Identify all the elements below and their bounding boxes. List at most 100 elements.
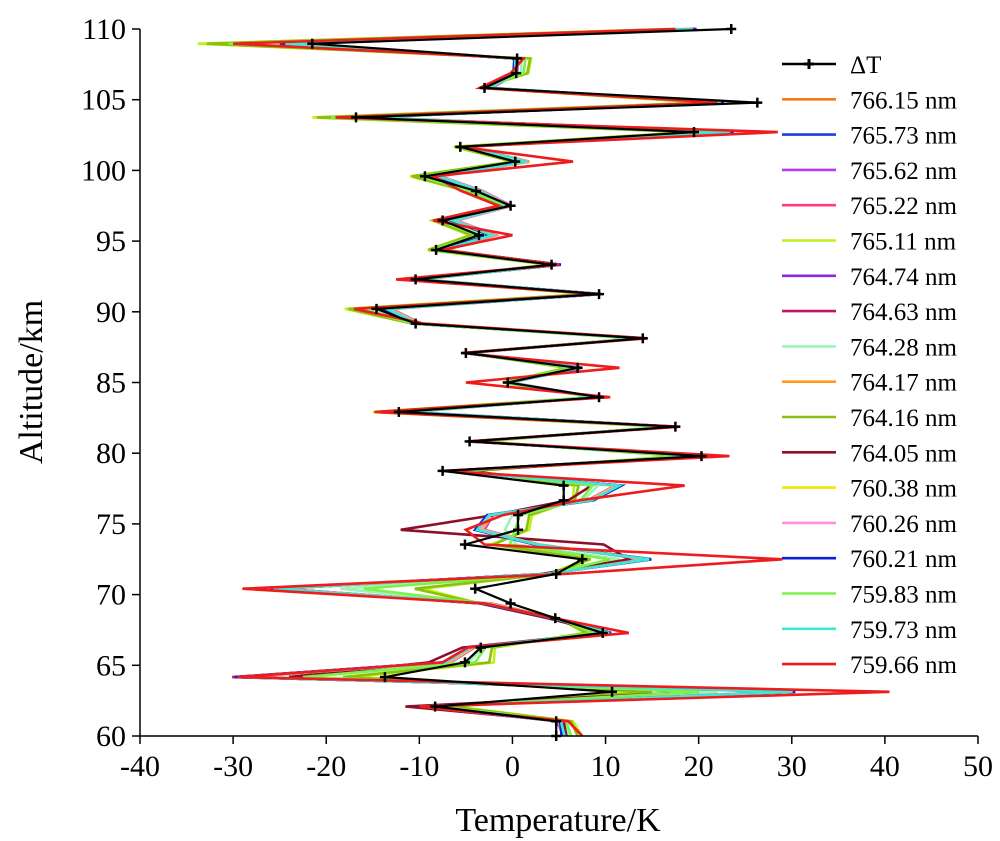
legend-label: 764.16 nm <box>850 405 958 432</box>
delta-t-marker <box>597 627 608 638</box>
y-tick-label: 100 <box>81 154 126 187</box>
legend-item: 759.66 nm <box>782 652 958 679</box>
delta-t-marker <box>419 171 430 182</box>
legend-label: 765.73 nm <box>850 123 958 150</box>
x-tick-label: 10 <box>591 750 621 783</box>
legend-item: 759.83 nm <box>782 582 958 609</box>
legend-label: 765.11 nm <box>850 229 957 256</box>
legend-label: 764.74 nm <box>850 264 958 291</box>
delta-t-marker <box>696 451 707 462</box>
series-layer <box>197 24 890 741</box>
y-tick-label: 90 <box>96 296 126 329</box>
delta-t-marker <box>512 53 523 64</box>
y-tick-label: 60 <box>96 720 126 753</box>
x-tick-label: 0 <box>505 750 520 783</box>
legend-item: 764.63 nm <box>782 299 958 326</box>
legend-label: 765.62 nm <box>850 158 958 185</box>
x-tick-label: 30 <box>777 750 807 783</box>
delta-t-marker <box>470 583 481 594</box>
delta-t-marker <box>551 716 562 727</box>
delta-t-marker <box>505 598 516 609</box>
delta-t-marker <box>307 38 318 49</box>
legend-item: 764.05 nm <box>782 440 958 467</box>
legend-item: 764.28 nm <box>782 334 958 361</box>
legend-item: 765.73 nm <box>782 123 958 150</box>
delta-t-marker <box>726 24 737 34</box>
delta-t-marker <box>546 259 557 270</box>
x-tick-label: 40 <box>870 750 900 783</box>
delta-t-marker <box>351 112 362 123</box>
y-tick-label: 70 <box>96 579 126 612</box>
delta-t-marker <box>513 524 524 535</box>
legend-label: 759.83 nm <box>850 582 958 609</box>
delta-t-marker <box>505 200 516 211</box>
legend-item: 759.73 nm <box>782 617 958 644</box>
legend-label: 764.17 nm <box>850 370 958 397</box>
delta-t-marker <box>558 495 569 506</box>
y-tick-label: 105 <box>81 84 126 117</box>
x-tick-label: 20 <box>684 750 714 783</box>
x-tick-label: 50 <box>963 750 993 783</box>
delta-t-marker <box>437 465 448 476</box>
x-tick-label: -10 <box>399 750 439 783</box>
legend-item: 766.15 nm <box>782 87 958 114</box>
legend-label: 765.22 nm <box>850 193 958 220</box>
delta-t-marker <box>437 215 448 226</box>
legend-label: 760.38 nm <box>850 476 958 503</box>
delta-t-marker <box>473 230 484 241</box>
delta-t-marker <box>410 274 421 285</box>
legend-label: 759.73 nm <box>850 617 958 644</box>
y-tick-label: 85 <box>96 367 126 400</box>
delta-t-marker <box>577 554 588 565</box>
delta-t-marker <box>607 686 618 697</box>
delta-t-marker <box>455 141 466 152</box>
delta-t-marker <box>460 348 471 359</box>
delta-t-marker <box>479 82 490 93</box>
y-axis-title: Altitude/km <box>13 300 50 464</box>
x-tick-label: -20 <box>306 750 346 783</box>
legend-item: 760.38 nm <box>782 476 958 503</box>
delta-t-marker <box>459 539 470 550</box>
legend-label: 764.28 nm <box>850 334 958 361</box>
y-tick-label: 95 <box>96 225 126 258</box>
y-tick-label: 110 <box>82 13 126 46</box>
delta-t-marker <box>670 421 681 432</box>
delta-t-marker <box>689 127 700 138</box>
delta-t-marker <box>371 303 382 314</box>
legend-label: 766.15 nm <box>850 87 958 114</box>
delta-t-marker <box>475 642 486 653</box>
legend-item: 764.17 nm <box>782 370 958 397</box>
legend-label: 760.26 nm <box>850 511 958 538</box>
x-tick-label: -40 <box>120 750 160 783</box>
delta-t-marker <box>572 362 583 373</box>
legend-item: 760.21 nm <box>782 546 958 573</box>
x-tick-label: -30 <box>213 750 253 783</box>
legend-label: 764.63 nm <box>850 299 958 326</box>
delta-t-marker <box>379 672 390 683</box>
legend-label: 764.05 nm <box>850 440 958 467</box>
legend-label: ΔT <box>850 52 881 79</box>
delta-t-marker <box>550 613 561 624</box>
legend-item: 765.22 nm <box>782 193 958 220</box>
delta-t-marker <box>502 377 513 388</box>
y-tick-label: 65 <box>96 649 126 682</box>
legend: ΔT 766.15 nm 765.73 nm 765.62 nm 765.22 nm 76… <box>782 52 958 679</box>
delta-t-marker <box>752 97 763 108</box>
delta-t-marker <box>513 510 524 521</box>
y-tick-label: 80 <box>96 437 126 470</box>
y-tick-label: 75 <box>96 508 126 541</box>
legend-item: 764.74 nm <box>782 264 958 291</box>
delta-t-marker <box>594 392 605 403</box>
legend-item: 765.11 nm <box>782 229 957 256</box>
delta-t-marker <box>510 156 521 167</box>
delta-t-marker <box>393 406 404 417</box>
delta-t-marker <box>431 244 442 255</box>
delta-t-marker <box>464 436 475 447</box>
x-axis-title: Temperature/K <box>455 802 661 839</box>
legend-item: ΔT <box>782 52 881 79</box>
delta-t-marker <box>511 68 522 79</box>
legend-item: 765.62 nm <box>782 158 958 185</box>
delta-t-marker <box>410 318 421 329</box>
delta-t-marker <box>459 657 470 668</box>
